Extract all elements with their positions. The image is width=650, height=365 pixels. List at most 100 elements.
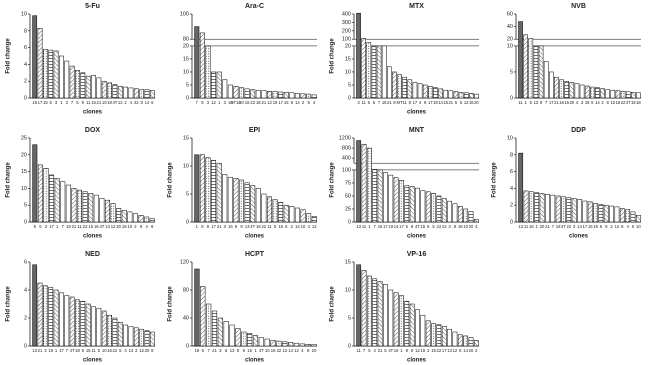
y-tick-label: 80 bbox=[183, 37, 189, 43]
y-axis-label: Fold change bbox=[492, 162, 498, 198]
x-tick-label: 18 bbox=[559, 100, 564, 105]
x-tick-label: 22 bbox=[134, 100, 139, 105]
bar bbox=[128, 326, 134, 347]
bar bbox=[577, 199, 582, 223]
x-tick-label: 5 bbox=[274, 224, 277, 229]
bar bbox=[64, 295, 70, 347]
bar bbox=[441, 198, 447, 223]
y-tick-label: 10 bbox=[183, 69, 189, 75]
bar bbox=[545, 194, 550, 223]
x-tick-label: 9T16 bbox=[231, 100, 241, 105]
bar bbox=[409, 303, 415, 347]
x-tick-label: 8 bbox=[140, 100, 143, 105]
y-tick-label: 5 bbox=[348, 82, 351, 88]
x-tick-label: 4 bbox=[374, 348, 377, 353]
bar bbox=[356, 140, 362, 223]
x-tick-label: 3 bbox=[66, 100, 69, 105]
bar bbox=[244, 88, 250, 99]
x-tick-label: 16 bbox=[616, 100, 621, 105]
x-tick-label: 4 bbox=[419, 100, 422, 105]
x-tick-label: 4T bbox=[415, 224, 420, 229]
bar bbox=[82, 191, 88, 223]
x-tick-label: 7 bbox=[545, 100, 548, 105]
x-tick-label: 9 bbox=[82, 100, 85, 105]
bar bbox=[590, 86, 595, 99]
bar bbox=[128, 87, 134, 99]
bar bbox=[392, 71, 397, 99]
bar bbox=[388, 289, 394, 347]
x-tick-label: 7 bbox=[71, 100, 74, 105]
y-tick-label: 1200 bbox=[339, 135, 351, 141]
bar bbox=[457, 206, 463, 223]
x-tick-label: 4 bbox=[475, 224, 478, 229]
bar bbox=[415, 309, 420, 347]
bar bbox=[37, 282, 43, 347]
bar bbox=[91, 75, 96, 99]
y-tick-label: 400 bbox=[342, 156, 351, 162]
y-tick-label: 15 bbox=[345, 259, 351, 265]
bar bbox=[194, 154, 200, 223]
bar bbox=[458, 92, 464, 99]
x-tick-label: 1 bbox=[536, 224, 539, 229]
y-tick-label: 25 bbox=[21, 135, 27, 141]
x-tick-label: 13 bbox=[105, 224, 110, 229]
x-tick-label: 4T bbox=[112, 100, 117, 105]
x-tick-label: 18 bbox=[556, 224, 561, 229]
bar bbox=[289, 92, 295, 99]
x-tick-label: 5 bbox=[460, 100, 463, 105]
y-tick-label: 5 bbox=[24, 203, 27, 209]
x-tick-label: 21 bbox=[212, 348, 217, 353]
x-tick-label: 17 bbox=[211, 224, 216, 229]
x-tick-label: 3 bbox=[207, 100, 210, 105]
x-tick-label: 8 bbox=[235, 224, 238, 229]
bar bbox=[443, 89, 448, 99]
bar bbox=[311, 344, 317, 347]
x-tick-label: 2 bbox=[135, 348, 138, 353]
bar bbox=[48, 286, 54, 347]
bar bbox=[80, 300, 86, 347]
x-tick-label: 4T bbox=[561, 224, 566, 229]
x-tick-label: 1 bbox=[525, 100, 528, 105]
x-tick-label: 11 bbox=[362, 224, 367, 229]
x-tick-label: 1 bbox=[218, 100, 221, 105]
bar bbox=[270, 340, 276, 347]
x-tick-label: 16 bbox=[469, 100, 474, 105]
bar bbox=[222, 79, 228, 99]
y-axis-label: Fold change bbox=[168, 286, 174, 322]
x-tick-label: 15 bbox=[88, 224, 93, 229]
x-tick-label: 14 bbox=[463, 348, 468, 353]
bar bbox=[69, 296, 75, 347]
bar bbox=[305, 344, 311, 347]
bar bbox=[579, 84, 585, 99]
bar bbox=[276, 340, 282, 347]
bar bbox=[474, 93, 479, 99]
x-tick-label: 9 bbox=[243, 348, 246, 353]
bar bbox=[453, 91, 459, 99]
x-tick-label: 7 bbox=[552, 224, 555, 229]
x-tick-label: 5 bbox=[406, 224, 409, 229]
x-tick-label: 13 bbox=[282, 348, 287, 353]
x-tick-label: 11 bbox=[403, 100, 408, 105]
x-tick-label: 4 bbox=[313, 100, 316, 105]
x-tick-label: 12 bbox=[118, 100, 123, 105]
x-tick-label: 5 bbox=[201, 100, 204, 105]
y-tick-label: 300 bbox=[342, 20, 351, 26]
y-axis-label: Fold change bbox=[6, 38, 12, 74]
bar bbox=[447, 200, 452, 223]
bar bbox=[635, 215, 641, 223]
bar bbox=[229, 324, 235, 347]
x-tick-label: 5 bbox=[368, 100, 371, 105]
bar bbox=[433, 87, 438, 99]
bar bbox=[116, 208, 122, 223]
bar bbox=[584, 85, 590, 99]
x-tick-label: 19 bbox=[631, 100, 636, 105]
x-tick-label: 17 bbox=[442, 348, 447, 353]
bar bbox=[311, 216, 317, 223]
x-tick-label: 20 bbox=[474, 100, 479, 105]
x-tick-label: 8 bbox=[151, 348, 154, 353]
x-tick-label: 15 bbox=[421, 224, 426, 229]
x-tick-label: 16 bbox=[245, 100, 250, 105]
bar bbox=[554, 76, 559, 99]
x-tick-label: 17 bbox=[383, 224, 388, 229]
